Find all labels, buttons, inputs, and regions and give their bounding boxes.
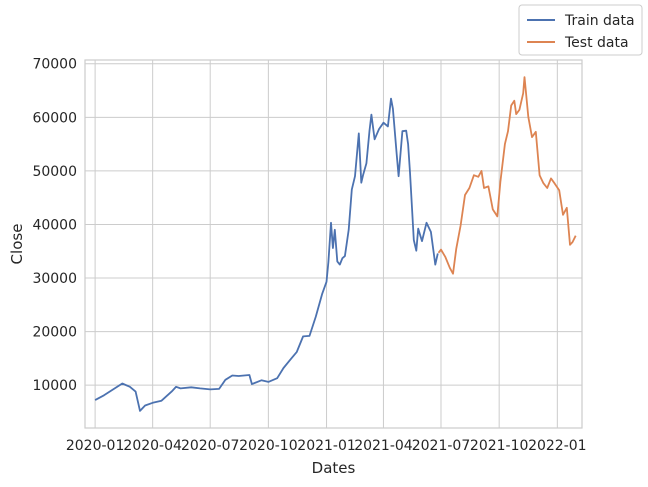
series-line-test-data [437,76,577,275]
y-tick-labels: 10000 20000 30000 40000 50000 60000 70000 [32,57,77,394]
x-tick-label: 2020-10 [239,438,298,454]
grid-lines [85,60,582,428]
y-tick-label: 10000 [32,378,77,394]
x-tick-label: 2020-04 [123,438,182,454]
legend-entry-label: Train data [564,13,635,29]
x-tick-label: 2020-07 [181,438,240,454]
x-tick-label: 2021-07 [412,438,471,454]
x-tick-labels: 2020-01 2020-04 2020-07 2020-10 2021-012021-… [66,438,587,454]
y-tick-label: 60000 [32,110,77,126]
x-axis-label: Dates [312,459,356,477]
y-tick-label: 70000 [32,57,77,73]
x-tick-label: 2020-01 [66,438,125,454]
y-tick-label: 30000 [32,271,77,287]
x-tick-label: 2021-04 [354,438,413,454]
y-axis-label: Close [8,224,26,265]
y-tick-label: 20000 [32,325,77,341]
legend: Train data Test data [518,4,643,56]
plot-area-frame [84,59,583,429]
series-line-train-data [94,97,439,412]
x-tick-label: 2022-01 [528,438,587,454]
y-tick-label: 40000 [32,217,77,233]
x-tick-label: 2021-10 [470,438,529,454]
series-lines [94,76,577,412]
x-tick-label: 2021-01 [297,438,356,454]
legend-entry-label: Test data [564,35,629,51]
y-tick-label: 50000 [32,164,77,180]
